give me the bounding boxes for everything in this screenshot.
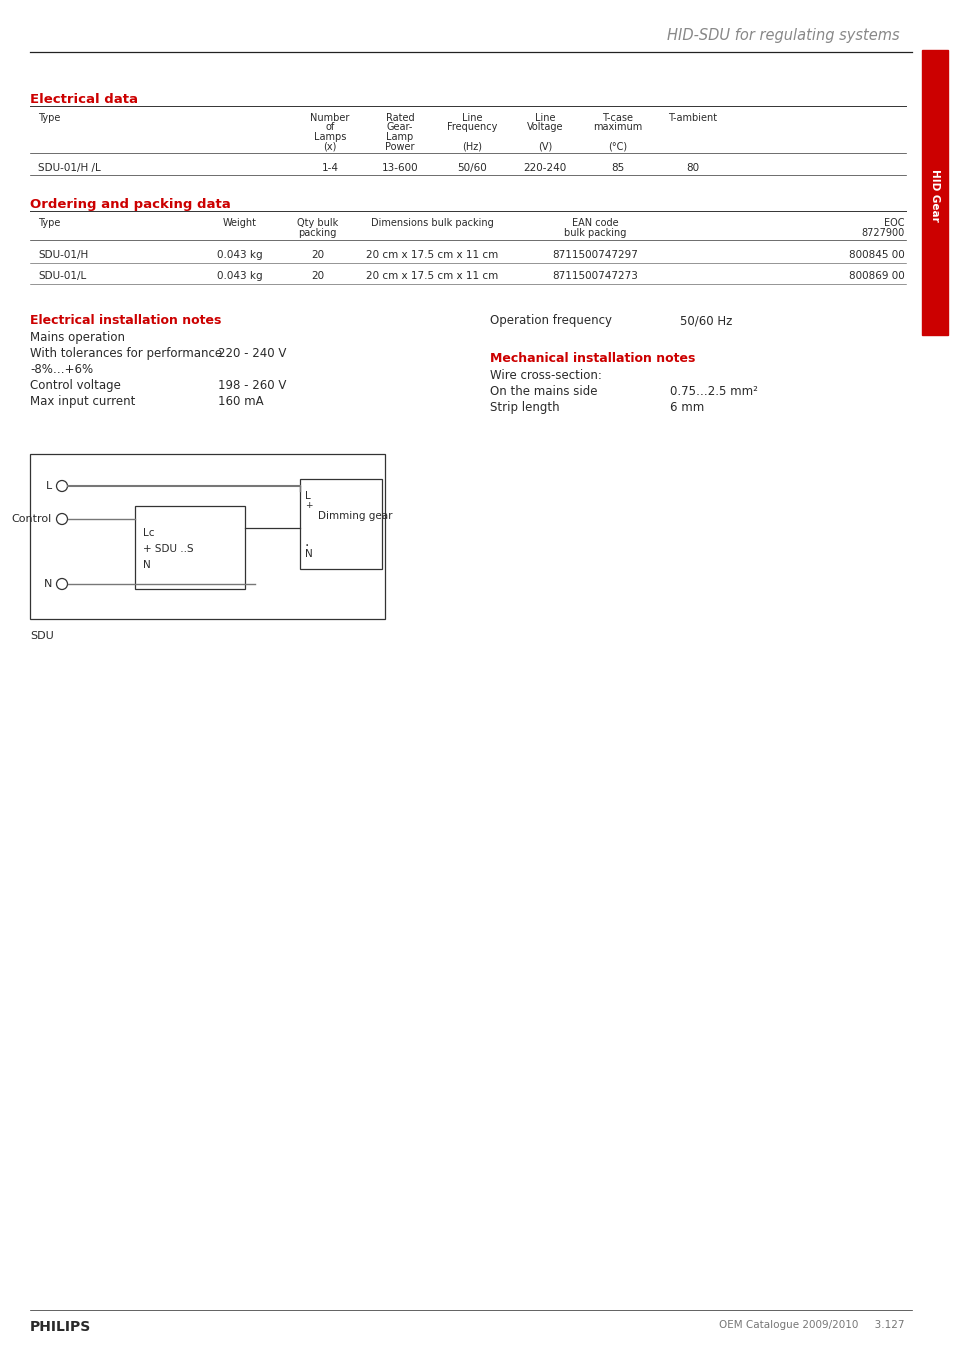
Text: Electrical data: Electrical data xyxy=(30,93,138,107)
Text: (x): (x) xyxy=(323,142,336,151)
Text: Mechanical installation notes: Mechanical installation notes xyxy=(490,352,695,365)
Text: bulk packing: bulk packing xyxy=(563,228,625,238)
Text: 198 - 260 V: 198 - 260 V xyxy=(218,379,286,391)
Text: (V): (V) xyxy=(537,142,552,151)
Text: Strip length: Strip length xyxy=(490,401,559,414)
Text: 0.75…2.5 mm²: 0.75…2.5 mm² xyxy=(669,385,757,398)
Text: Qty bulk: Qty bulk xyxy=(296,217,337,228)
Text: Dimming gear: Dimming gear xyxy=(317,512,392,521)
Text: T-ambient: T-ambient xyxy=(667,113,717,123)
Text: Type: Type xyxy=(38,217,60,228)
Text: 160 mA: 160 mA xyxy=(218,396,263,408)
Text: PHILIPS: PHILIPS xyxy=(30,1320,91,1334)
Text: Control voltage: Control voltage xyxy=(30,379,121,391)
Text: Line: Line xyxy=(535,113,555,123)
Bar xyxy=(921,50,947,335)
Text: Type: Type xyxy=(38,113,60,123)
Text: 8711500747297: 8711500747297 xyxy=(552,250,638,261)
Text: With tolerances for performance: With tolerances for performance xyxy=(30,347,222,360)
Text: 50/60: 50/60 xyxy=(457,163,487,173)
Text: 6 mm: 6 mm xyxy=(669,401,703,414)
Text: N: N xyxy=(44,579,52,589)
Text: Max input current: Max input current xyxy=(30,396,135,408)
Text: 20: 20 xyxy=(311,250,324,261)
Text: L: L xyxy=(305,491,311,501)
Text: packing: packing xyxy=(298,228,336,238)
Text: Lamp: Lamp xyxy=(386,132,414,142)
Text: N: N xyxy=(305,549,313,559)
Text: HID Gear: HID Gear xyxy=(929,169,939,221)
Text: T-case: T-case xyxy=(601,113,633,123)
Text: 220-240: 220-240 xyxy=(523,163,566,173)
Text: 13-600: 13-600 xyxy=(381,163,417,173)
Text: HID-SDU for regulating systems: HID-SDU for regulating systems xyxy=(667,28,899,43)
Text: (°C): (°C) xyxy=(607,142,626,151)
Text: On the mains side: On the mains side xyxy=(490,385,597,398)
Text: + SDU ..S: + SDU ..S xyxy=(143,544,193,554)
Text: 80: 80 xyxy=(685,163,699,173)
Text: EOC: EOC xyxy=(883,217,904,228)
Text: Number: Number xyxy=(310,113,350,123)
Text: Mains operation: Mains operation xyxy=(30,331,125,344)
Text: SDU-01/H /L: SDU-01/H /L xyxy=(38,163,101,173)
Text: 220 - 240 V: 220 - 240 V xyxy=(218,347,286,360)
Text: Gear-: Gear- xyxy=(386,123,413,132)
Text: 800845 00: 800845 00 xyxy=(848,250,904,261)
Text: +: + xyxy=(305,501,313,510)
Text: Frequency: Frequency xyxy=(447,123,497,132)
Text: -8%…+6%: -8%…+6% xyxy=(30,363,93,377)
Text: Voltage: Voltage xyxy=(526,123,562,132)
Text: 0.043 kg: 0.043 kg xyxy=(217,250,262,261)
Text: 50/60 Hz: 50/60 Hz xyxy=(679,315,732,327)
Text: SDU: SDU xyxy=(30,630,53,641)
Text: Electrical installation notes: Electrical installation notes xyxy=(30,315,221,327)
Bar xyxy=(135,506,245,589)
Text: Power: Power xyxy=(385,142,415,151)
Text: Lc: Lc xyxy=(143,528,154,539)
Text: Rated: Rated xyxy=(385,113,414,123)
Text: Operation frequency: Operation frequency xyxy=(490,315,612,327)
Text: maximum: maximum xyxy=(592,123,641,132)
Text: Weight: Weight xyxy=(223,217,256,228)
Text: Control: Control xyxy=(11,514,52,524)
Text: 20 cm x 17.5 cm x 11 cm: 20 cm x 17.5 cm x 11 cm xyxy=(366,271,498,281)
Text: 1-4: 1-4 xyxy=(321,163,338,173)
Text: Wire cross-section:: Wire cross-section: xyxy=(490,369,601,382)
Text: 8711500747273: 8711500747273 xyxy=(552,271,638,281)
Text: Lamps: Lamps xyxy=(314,132,346,142)
Text: (Hz): (Hz) xyxy=(462,142,482,151)
Text: ·: · xyxy=(305,539,309,553)
Bar xyxy=(30,454,385,620)
Bar xyxy=(299,479,381,568)
Text: 0.043 kg: 0.043 kg xyxy=(217,271,262,281)
Text: L: L xyxy=(46,481,52,491)
Text: OEM Catalogue 2009/2010     3.127: OEM Catalogue 2009/2010 3.127 xyxy=(719,1320,904,1330)
Text: 20: 20 xyxy=(311,271,324,281)
Text: N: N xyxy=(143,560,151,570)
Text: 800869 00: 800869 00 xyxy=(848,271,904,281)
Text: SDU-01/H: SDU-01/H xyxy=(38,250,89,261)
Text: Line: Line xyxy=(462,113,482,123)
Text: of: of xyxy=(325,123,335,132)
Text: 8727900: 8727900 xyxy=(861,228,904,238)
Text: Ordering and packing data: Ordering and packing data xyxy=(30,198,231,211)
Text: 20 cm x 17.5 cm x 11 cm: 20 cm x 17.5 cm x 11 cm xyxy=(366,250,498,261)
Text: Dimensions bulk packing: Dimensions bulk packing xyxy=(371,217,494,228)
Text: EAN code: EAN code xyxy=(571,217,618,228)
Text: SDU-01/L: SDU-01/L xyxy=(38,271,86,281)
Text: 85: 85 xyxy=(610,163,623,173)
